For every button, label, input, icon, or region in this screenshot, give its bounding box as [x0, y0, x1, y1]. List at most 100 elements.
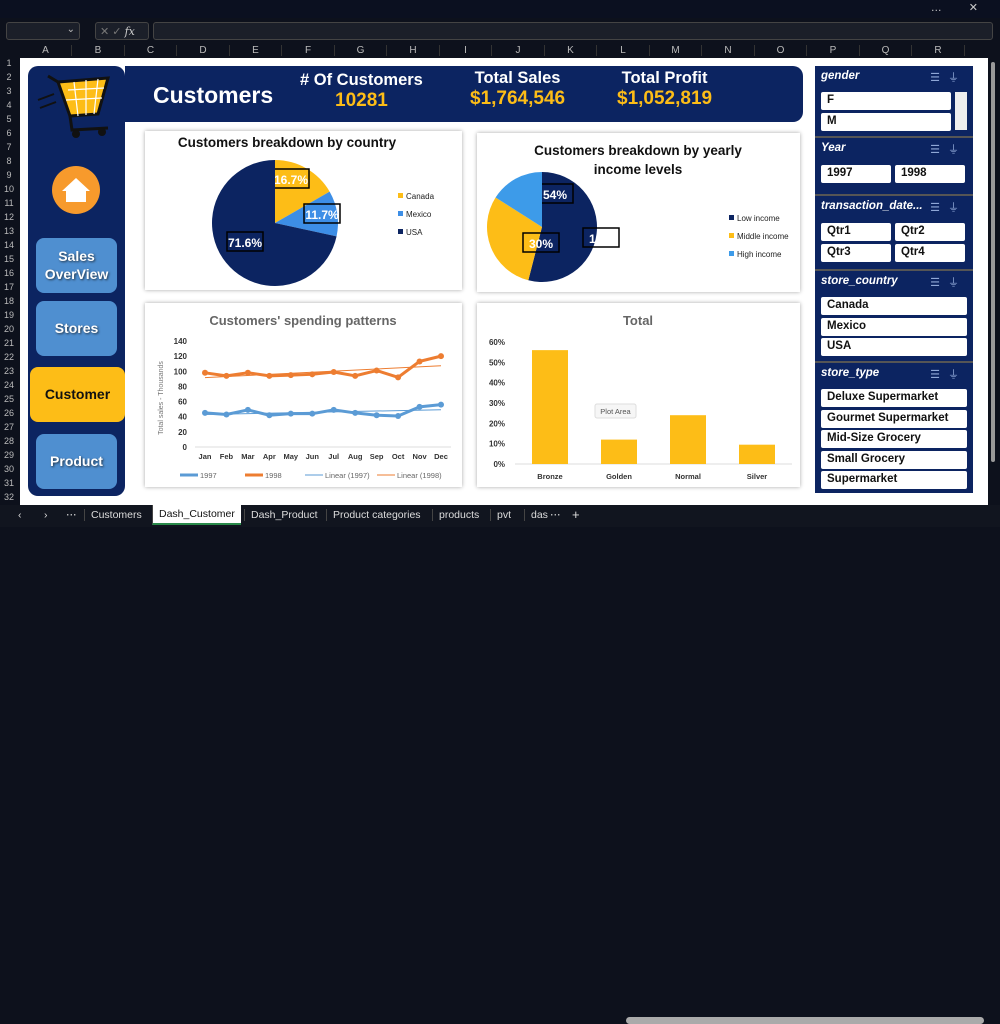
- slicer-item[interactable]: M: [821, 112, 951, 131]
- slicer-item[interactable]: 1998: [895, 165, 965, 183]
- row-header[interactable]: 1: [6, 58, 12, 68]
- row-header[interactable]: 23: [3, 366, 14, 376]
- row-header[interactable]: 29: [3, 450, 14, 460]
- column-header[interactable]: J: [493, 45, 545, 56]
- column-header[interactable]: B: [73, 45, 125, 56]
- tab-next-button[interactable]: ›: [44, 509, 48, 521]
- clear-filter-icon[interactable]: ⏚: [948, 202, 967, 214]
- vertical-scrollbar[interactable]: [989, 58, 997, 503]
- horizontal-scrollbar[interactable]: [626, 1017, 984, 1024]
- row-header[interactable]: 3: [6, 86, 12, 96]
- column-header[interactable]: A: [20, 45, 72, 56]
- row-header[interactable]: 7: [6, 142, 12, 152]
- tab-pvt[interactable]: pvt: [490, 509, 517, 521]
- tab-product-categories[interactable]: Product categories: [326, 509, 427, 521]
- row-header[interactable]: 4: [6, 100, 12, 110]
- column-header[interactable]: F: [283, 45, 335, 56]
- formula-input[interactable]: [153, 22, 993, 40]
- row-header[interactable]: 6: [6, 128, 12, 138]
- tab-customers[interactable]: Customers: [84, 509, 148, 521]
- row-header[interactable]: 22: [3, 352, 14, 362]
- row-header[interactable]: 28: [3, 436, 14, 446]
- row-header[interactable]: 11: [4, 198, 14, 208]
- income-pie-chart[interactable]: Customers breakdown by yearly income leve…: [477, 133, 800, 292]
- slicer-item[interactable]: Small Grocery: [821, 450, 967, 469]
- column-header[interactable]: K: [545, 45, 597, 56]
- slicer-item[interactable]: Mid-Size Grocery: [821, 430, 967, 448]
- column-header[interactable]: E: [230, 45, 282, 56]
- tab-das[interactable]: das: [524, 509, 554, 521]
- slicer-item[interactable]: Canada: [821, 297, 967, 315]
- slicer-item[interactable]: 1997: [821, 165, 891, 183]
- row-header[interactable]: 17: [3, 282, 14, 292]
- row-header[interactable]: 12: [3, 212, 14, 222]
- column-header[interactable]: P: [808, 45, 860, 56]
- cancel-icon[interactable]: ✕: [100, 26, 110, 38]
- row-header[interactable]: 26: [3, 408, 14, 418]
- row-header[interactable]: 16: [3, 268, 14, 278]
- row-header[interactable]: 13: [3, 226, 14, 236]
- home-button[interactable]: [52, 166, 100, 214]
- multi-select-icon[interactable]: ☰: [930, 277, 948, 289]
- row-header[interactable]: 18: [3, 296, 14, 306]
- slicer-item[interactable]: USA: [821, 338, 967, 356]
- slicer-item[interactable]: Qtr2: [895, 223, 965, 241]
- row-header[interactable]: 24: [3, 380, 14, 390]
- nav-stores-button[interactable]: Stores: [36, 301, 117, 356]
- column-header[interactable]: R: [913, 45, 965, 56]
- row-header[interactable]: 27: [3, 422, 14, 432]
- column-header[interactable]: H: [388, 45, 440, 56]
- spending-line-chart[interactable]: Customers' spending patterns Total sales …: [145, 303, 462, 487]
- row-header[interactable]: 9: [6, 170, 12, 180]
- clear-filter-icon[interactable]: ⏚: [948, 277, 967, 289]
- slicer-scrollbar[interactable]: [955, 92, 967, 130]
- row-header[interactable]: 32: [3, 492, 14, 502]
- column-header[interactable]: Q: [860, 45, 912, 56]
- tab-prev-button[interactable]: ‹: [18, 509, 22, 521]
- multi-select-icon[interactable]: ☰: [930, 369, 948, 381]
- fx-icon[interactable]: fx: [124, 25, 135, 38]
- slicer-item[interactable]: Deluxe Supermarket: [821, 389, 967, 407]
- slicer-item[interactable]: Supermarket: [821, 471, 967, 489]
- column-header[interactable]: G: [335, 45, 387, 56]
- clear-filter-icon[interactable]: ⏚: [948, 144, 967, 156]
- column-header[interactable]: N: [703, 45, 755, 56]
- multi-select-icon[interactable]: ☰: [930, 72, 948, 84]
- country-pie-chart[interactable]: Customers breakdown by country 16.7% Canad…: [145, 131, 462, 290]
- clear-filter-icon[interactable]: ⏚: [948, 72, 967, 84]
- tab-more-right-button[interactable]: ⋯: [550, 509, 561, 521]
- row-header[interactable]: 10: [3, 184, 14, 194]
- tab-more-left-button[interactable]: ⋯: [66, 509, 77, 521]
- row-header[interactable]: 14: [3, 240, 14, 250]
- total-bar-chart[interactable]: Total 0% 10% 20% 30% 40% 50% 60% Bronze Golden Nor…: [477, 303, 800, 487]
- slicer-item[interactable]: Qtr3: [821, 244, 891, 262]
- nav-customer-button[interactable]: Customer: [30, 367, 125, 422]
- column-header[interactable]: I: [440, 45, 492, 56]
- row-header[interactable]: 20: [3, 324, 14, 334]
- enter-icon[interactable]: ✓: [112, 26, 122, 38]
- column-header[interactable]: C: [125, 45, 177, 56]
- nav-sales-overview-button[interactable]: Sales OverView: [36, 238, 117, 293]
- clear-filter-icon[interactable]: ⏚: [948, 369, 967, 381]
- tab-products[interactable]: products: [432, 509, 485, 521]
- slicer-item[interactable]: Mexico: [821, 317, 967, 336]
- column-header[interactable]: O: [755, 45, 807, 56]
- row-header[interactable]: 19: [3, 310, 14, 320]
- column-header[interactable]: L: [598, 45, 650, 56]
- slicer-item[interactable]: F: [821, 92, 951, 110]
- column-header[interactable]: M: [650, 45, 702, 56]
- nav-product-button[interactable]: Product: [36, 434, 117, 489]
- multi-select-icon[interactable]: ☰: [930, 144, 948, 156]
- slicer-item[interactable]: Qtr4: [895, 244, 965, 262]
- row-header[interactable]: 21: [3, 338, 14, 348]
- window-controls[interactable]: … ✕: [930, 2, 990, 14]
- slicer-item[interactable]: Qtr1: [821, 223, 891, 241]
- add-sheet-button[interactable]: +: [572, 507, 580, 522]
- tab-dash_product[interactable]: Dash_Product: [244, 509, 324, 521]
- row-header[interactable]: 8: [6, 156, 12, 166]
- tab-dash_customer[interactable]: Dash_Customer: [152, 505, 241, 525]
- multi-select-icon[interactable]: ☰: [930, 202, 948, 214]
- row-header[interactable]: 30: [3, 464, 14, 474]
- name-box[interactable]: ⌄: [6, 22, 80, 40]
- slicer-item[interactable]: Gourmet Supermarket: [821, 409, 967, 428]
